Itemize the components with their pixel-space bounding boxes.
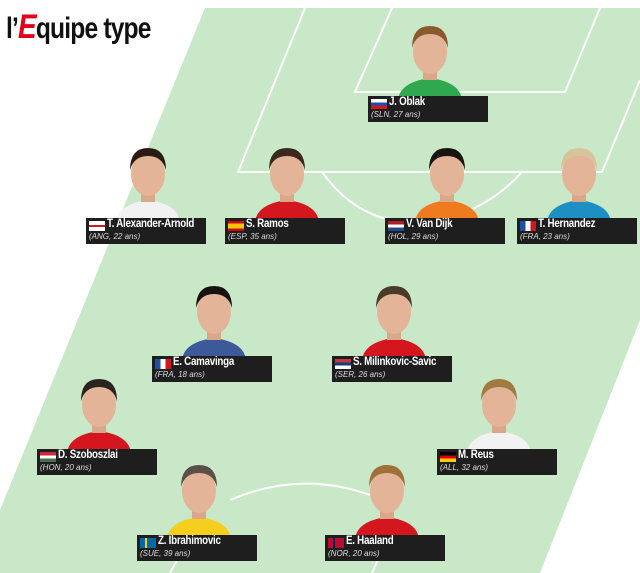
- player-label: E. Camavinga (FRA, 18 ans): [152, 356, 272, 382]
- player-info: (NOR, 20 ans): [328, 549, 380, 558]
- player-photo: [355, 465, 419, 539]
- player-name: T. Alexander-Arnold: [107, 218, 195, 230]
- player-label: T. Alexander-Arnold (ANG, 22 ans): [86, 218, 206, 244]
- player-label: E. Haaland (NOR, 20 ans): [325, 535, 445, 561]
- player-name: S. Milinkovic-Savic: [353, 356, 437, 368]
- player-photo: [547, 148, 611, 222]
- player-name: V. Van Dijk: [406, 218, 453, 230]
- flag-icon-serbia: [335, 359, 351, 369]
- player-info: (FRA, 18 ans): [155, 370, 205, 379]
- player-name: E. Haaland: [346, 535, 394, 547]
- player-card: E. Camavinga (FRA, 18 ans): [152, 280, 274, 382]
- player-info: (SER, 26 ans): [335, 370, 386, 379]
- flag-icon-hungary: [40, 452, 56, 462]
- flag-icon-spain: [228, 221, 244, 231]
- player-label: S. Ramos (ESP, 35 ans): [225, 218, 345, 244]
- player-label: D. Szoboszlai (HON, 20 ans): [37, 449, 157, 475]
- player-info: (SUE, 39 ans): [140, 549, 191, 558]
- player-photo: [415, 148, 479, 222]
- player-info: (HOL, 29 ans): [388, 232, 439, 241]
- player-info: (ALL, 32 ans): [440, 463, 489, 472]
- player-info: (ANG, 22 ans): [89, 232, 141, 241]
- player-label: V. Van Dijk (HOL, 29 ans): [385, 218, 505, 244]
- player-photo: [255, 148, 319, 222]
- player-info: (FRA, 23 ans): [520, 232, 570, 241]
- flag-icon-france: [520, 221, 536, 231]
- player-label: S. Milinkovic-Savic (SER, 26 ans): [332, 356, 452, 382]
- player-name: E. Camavinga: [173, 356, 235, 368]
- equipe-logo: l’Equipe type: [6, 8, 151, 46]
- player-label: M. Reus (ALL, 32 ans): [437, 449, 557, 475]
- player-photo: [362, 286, 426, 360]
- player-card: V. Van Dijk (HOL, 29 ans): [385, 142, 507, 244]
- player-photo: [398, 26, 462, 100]
- player-name: J. Oblak: [389, 96, 425, 108]
- player-photo: [67, 379, 131, 453]
- player-card: M. Reus (ALL, 32 ans): [437, 373, 559, 475]
- flag-icon-slovenia: [371, 99, 387, 109]
- player-photo: [167, 465, 231, 539]
- player-photo: [467, 379, 531, 453]
- flag-icon-england: [89, 221, 105, 231]
- player-name: S. Ramos: [246, 218, 289, 230]
- player-info: (ESP, 35 ans): [228, 232, 277, 241]
- player-card: Z. Ibrahimovic (SUE, 39 ans): [137, 459, 259, 561]
- player-photo: [182, 286, 246, 360]
- player-card: S. Milinkovic-Savic (SER, 26 ans): [332, 280, 454, 382]
- player-card: T. Hernandez (FRA, 23 ans): [517, 142, 639, 244]
- player-card: E. Haaland (NOR, 20 ans): [325, 459, 447, 561]
- player-card: S. Ramos (ESP, 35 ans): [225, 142, 347, 244]
- player-name: T. Hernandez: [538, 218, 596, 230]
- player-name: Z. Ibrahimovic: [158, 535, 221, 547]
- player-label: J. Oblak (SLN, 27 ans): [368, 96, 488, 122]
- flag-icon-germany: [440, 452, 456, 462]
- flag-icon-netherlands: [388, 221, 404, 231]
- player-info: (HON, 20 ans): [40, 463, 92, 472]
- flag-icon-norway: [328, 538, 344, 548]
- flag-icon-sweden: [140, 538, 156, 548]
- player-name: D. Szoboszlai: [58, 449, 118, 461]
- player-card: J. Oblak (SLN, 27 ans): [368, 20, 490, 122]
- flag-icon-france: [155, 359, 171, 369]
- player-photo: [116, 148, 180, 222]
- player-card: T. Alexander-Arnold (ANG, 22 ans): [86, 142, 208, 244]
- pitch-surface: [0, 8, 640, 573]
- player-label: T. Hernandez (FRA, 23 ans): [517, 218, 637, 244]
- player-name: M. Reus: [458, 449, 494, 461]
- player-card: D. Szoboszlai (HON, 20 ans): [37, 373, 159, 475]
- player-label: Z. Ibrahimovic (SUE, 39 ans): [137, 535, 257, 561]
- player-info: (SLN, 27 ans): [371, 110, 421, 119]
